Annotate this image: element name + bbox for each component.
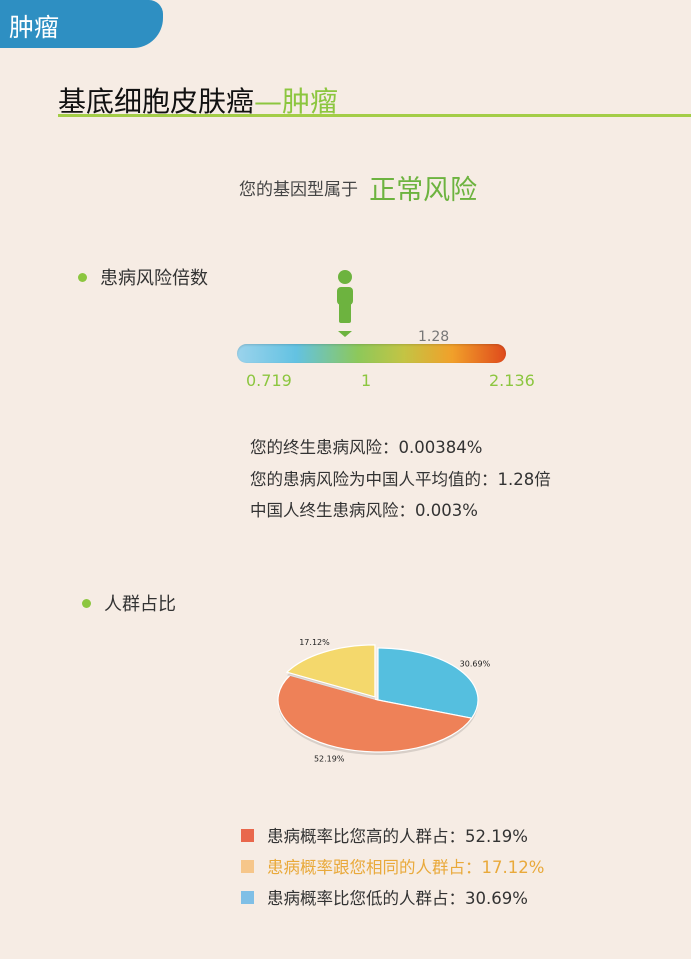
legend-item-same: 患病概率跟您相同的人群占：17.12% [241, 854, 544, 878]
genotype-value: 正常风险 [369, 175, 478, 206]
legend-text: 患病概率跟您相同的人群占：17.12% [267, 858, 545, 877]
population-section-title: 人群占比 [82, 590, 176, 616]
population-pie-chart: 30.69% 52.19% 17.12% [270, 630, 500, 769]
scale-min: 0.719 [246, 371, 292, 390]
page-title-accent: —肿瘤 [254, 85, 339, 118]
legend-swatch [241, 829, 254, 842]
pie-slice [285, 644, 376, 698]
pie-svg: 30.69% 52.19% 17.12% [277, 638, 491, 763]
legend-text: 患病概率比您低的人群占：30.69% [267, 889, 528, 908]
legend-item-lower: 患病概率比您低的人群占：30.69% [241, 885, 528, 909]
lifetime-risk-text: 您的终生患病风险：0.00384% [250, 438, 483, 457]
scale-max: 2.136 [489, 371, 535, 390]
risk-gradient-bar [237, 344, 506, 363]
pie-slice-label: 52.19% [314, 754, 345, 763]
person-marker-icon [336, 270, 353, 337]
pie-slice [277, 674, 473, 753]
scale-mid: 1 [361, 371, 372, 390]
population-section-title-text: 人群占比 [104, 594, 176, 615]
legend-swatch [241, 891, 254, 904]
risk-section-title: 患病风险倍数 [78, 264, 208, 290]
bullet-icon [78, 272, 87, 282]
bullet-icon [82, 598, 91, 608]
title-underline [58, 114, 691, 117]
category-tab[interactable]: 肿瘤 [0, 0, 163, 48]
legend-item-higher: 患病概率比您高的人群占：52.19% [241, 823, 528, 847]
page-title: 基底细胞皮肤癌—肿瘤 [58, 80, 338, 120]
category-tab-label: 肿瘤 [9, 13, 60, 42]
genotype-summary: 您的基因型属于 正常风险 [239, 168, 477, 207]
pie-slice-label: 17.12% [299, 638, 330, 647]
page-title-main: 基底细胞皮肤癌 [58, 85, 255, 118]
risk-section-title-text: 患病风险倍数 [100, 268, 208, 289]
legend-text: 患病概率比您高的人群占：52.19% [267, 827, 528, 846]
legend-swatch [241, 860, 254, 873]
relative-risk-text: 您的患病风险为中国人平均值的：1.28倍 [250, 470, 551, 489]
genotype-label: 您的基因型属于 [239, 180, 358, 200]
risk-marker-value: 1.28 [418, 329, 450, 345]
population-risk-text: 中国人终生患病风险：0.003% [250, 501, 478, 520]
pie-slice [377, 647, 479, 719]
pie-slice-label: 30.69% [460, 660, 491, 669]
